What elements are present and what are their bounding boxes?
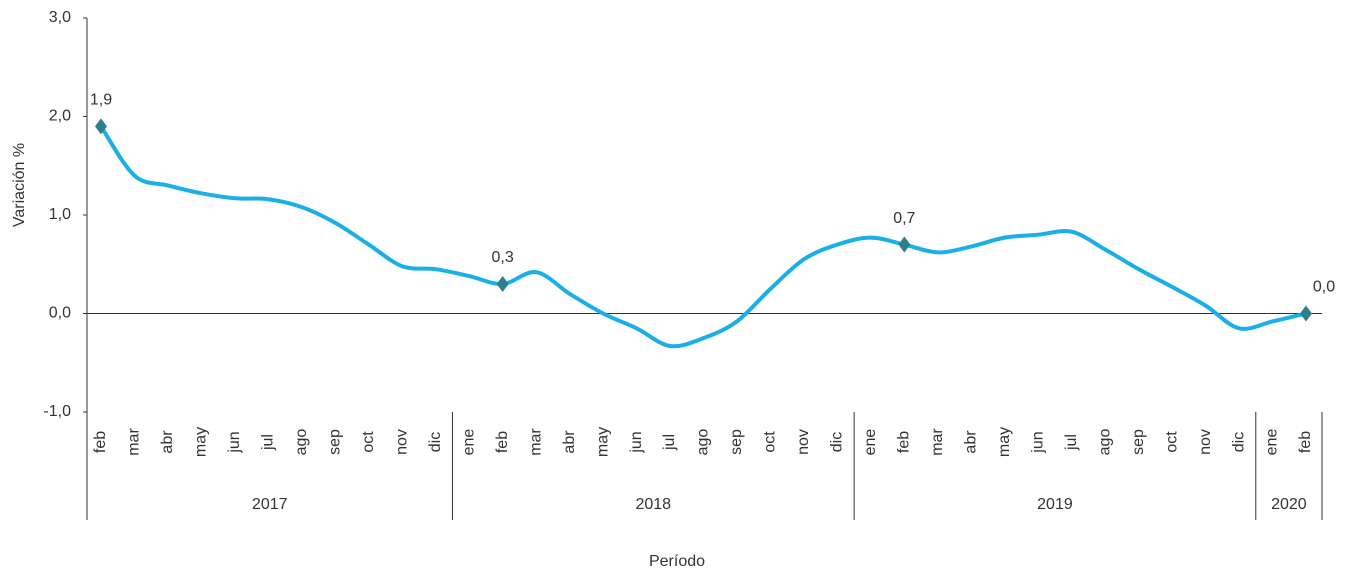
- x-tick-label: feb: [896, 431, 913, 453]
- x-tick-label: ago: [695, 429, 712, 456]
- marker: [1300, 305, 1312, 322]
- year-label: 2020: [1271, 496, 1307, 513]
- x-tick-label: sep: [1130, 429, 1147, 455]
- x-tick-label: jun: [226, 431, 243, 453]
- line: [99, 125, 1307, 349]
- x-tick-label: nov: [393, 429, 410, 455]
- x-tick-label: abr: [962, 430, 979, 454]
- x-tick-label: jun: [628, 431, 645, 453]
- y-tick-label: 1,0: [49, 206, 71, 223]
- x-tick-label: ago: [293, 429, 310, 456]
- x-tick-label: ago: [1096, 429, 1113, 456]
- y-tick-label: -1,0: [43, 403, 71, 420]
- x-tick-label: dic: [1230, 432, 1247, 452]
- marker: [95, 118, 107, 135]
- x-tick-label: mar: [527, 428, 544, 456]
- x-tick-label: abr: [159, 430, 176, 454]
- marker: [496, 275, 509, 292]
- x-tick-label: abr: [561, 430, 578, 454]
- year-label: 2019: [1037, 496, 1073, 513]
- y-axis-label: Variación %: [11, 143, 28, 227]
- data-label: 1,9: [90, 92, 112, 109]
- x-axis-label: Período: [649, 553, 705, 570]
- x-tick-label: sep: [327, 429, 344, 455]
- x-tick-label: may: [193, 427, 210, 457]
- data-label: 0,7: [893, 210, 915, 227]
- year-label: 2017: [252, 496, 288, 513]
- y-tick-label: 2,0: [49, 108, 71, 125]
- marker: [898, 236, 911, 253]
- x-tick-label: may: [594, 427, 611, 457]
- x-tick-label: jun: [1029, 431, 1046, 453]
- x-tick-label: may: [996, 427, 1013, 457]
- x-tick-label: feb: [1297, 431, 1314, 453]
- x-tick-label: nov: [795, 429, 812, 455]
- x-tick-label: feb: [494, 431, 511, 453]
- x-tick-label: dic: [829, 432, 846, 452]
- x-tick-label: oct: [1163, 431, 1180, 453]
- x-tick-label: nov: [1197, 429, 1214, 455]
- x-tick-label: mar: [126, 428, 143, 456]
- y-tick-label: 3,0: [49, 9, 71, 26]
- x-tick-label: jul: [260, 434, 277, 451]
- y-tick-label: 0,0: [49, 305, 71, 322]
- data-label: 0,3: [492, 249, 514, 266]
- x-tick-label: oct: [762, 431, 779, 453]
- x-tick-label: ene: [1264, 429, 1281, 456]
- x-tick-label: jul: [1063, 434, 1080, 451]
- data-label: 0,0: [1313, 279, 1335, 296]
- x-tick-label: ene: [862, 429, 879, 456]
- x-tick-label: ene: [460, 429, 477, 456]
- x-tick-label: oct: [360, 431, 377, 453]
- x-tick-label: sep: [728, 429, 745, 455]
- x-tick-label: feb: [92, 431, 109, 453]
- x-tick-label: dic: [427, 432, 444, 452]
- year-label: 2018: [635, 496, 671, 513]
- x-tick-label: mar: [929, 428, 946, 456]
- x-tick-label: jul: [661, 434, 678, 451]
